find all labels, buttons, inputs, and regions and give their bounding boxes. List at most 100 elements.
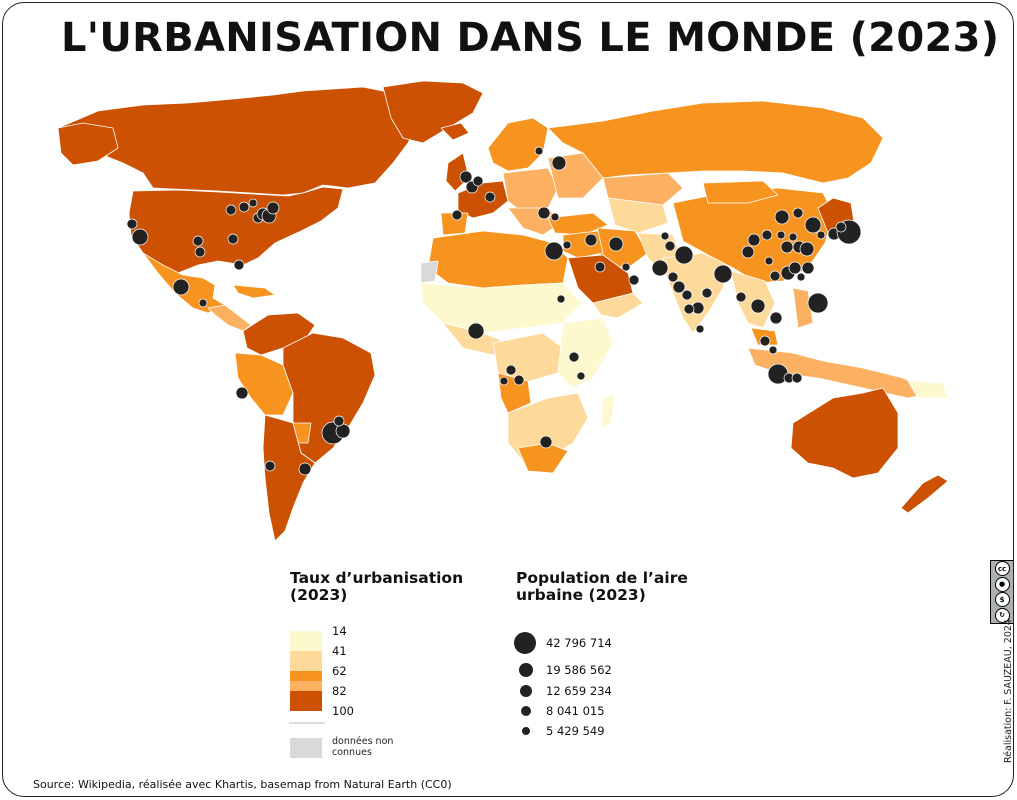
legend-nodata-swatch bbox=[290, 738, 322, 758]
city-marker bbox=[248, 198, 258, 208]
city-marker bbox=[505, 364, 517, 376]
legend-population-heading: Population de l’aire urbaine (2023) bbox=[516, 570, 688, 604]
legend-rate-heading: Taux d’urbanisation (2023) bbox=[290, 570, 463, 604]
legend-nodata-line2: connues bbox=[332, 747, 372, 758]
legend-break-2: 41 bbox=[332, 644, 347, 658]
region-india bbox=[662, 252, 729, 334]
city-marker bbox=[576, 371, 586, 381]
population-symbol-3 bbox=[520, 685, 532, 697]
city-marker bbox=[835, 221, 847, 233]
region-new-zealand bbox=[900, 474, 949, 514]
population-symbol-4 bbox=[521, 706, 531, 716]
map-title: L'URBANISATION DANS LE MONDE (2023) bbox=[61, 15, 1000, 61]
region-greenland bbox=[382, 80, 484, 144]
legend-population-heading-line2: urbaine (2023) bbox=[516, 586, 646, 604]
city-marker bbox=[672, 280, 686, 294]
city-marker bbox=[451, 209, 463, 221]
legend-swatch-orange bbox=[290, 671, 322, 681]
city-marker bbox=[172, 278, 190, 296]
city-marker bbox=[796, 272, 806, 282]
legend-population-value-5: 5 429 549 bbox=[546, 724, 605, 738]
city-marker bbox=[776, 230, 786, 240]
sharealike-icon: ↻ bbox=[994, 607, 1010, 623]
city-marker bbox=[701, 287, 713, 299]
city-marker bbox=[660, 231, 670, 241]
city-marker bbox=[799, 241, 815, 257]
city-marker bbox=[788, 232, 798, 242]
city-marker bbox=[801, 261, 815, 275]
legend-break-4: 82 bbox=[332, 684, 347, 698]
world-map bbox=[57, 80, 949, 735]
city-marker bbox=[621, 262, 631, 272]
city-marker bbox=[333, 415, 345, 427]
city-marker bbox=[651, 259, 669, 277]
city-marker bbox=[674, 245, 694, 265]
city-marker bbox=[695, 324, 705, 334]
city-marker bbox=[791, 372, 803, 384]
city-marker bbox=[459, 170, 473, 184]
region-philippines bbox=[792, 287, 814, 329]
city-marker bbox=[759, 335, 771, 347]
city-marker bbox=[628, 274, 640, 286]
legend-break-5: 100 bbox=[332, 704, 354, 718]
city-marker bbox=[264, 460, 276, 472]
cc-license-icon: cc bbox=[994, 561, 1010, 577]
city-marker bbox=[556, 294, 566, 304]
city-marker bbox=[584, 233, 598, 247]
city-marker bbox=[562, 240, 572, 250]
city-marker bbox=[683, 303, 695, 315]
region-usa bbox=[128, 186, 344, 274]
population-symbol-2 bbox=[519, 663, 533, 677]
legend-nodata-line1: données non bbox=[332, 736, 394, 747]
region-russia bbox=[547, 100, 884, 184]
legend-rate-heading-line2: (2023) bbox=[290, 586, 348, 604]
legend-rate-heading-line1: Taux d’urbanisation bbox=[290, 569, 464, 587]
city-marker bbox=[735, 291, 747, 303]
city-marker bbox=[266, 201, 280, 215]
city-marker bbox=[774, 209, 790, 225]
region-madagascar bbox=[600, 394, 616, 429]
license-badge: cc ● $ ↻ bbox=[990, 560, 1013, 624]
population-symbol-5 bbox=[522, 727, 530, 735]
city-marker bbox=[544, 241, 564, 261]
region-central-america bbox=[207, 304, 252, 332]
city-marker bbox=[472, 175, 484, 187]
city-marker bbox=[667, 271, 679, 283]
legend-swatch-2 bbox=[290, 651, 322, 671]
legend-population-value-4: 8 041 015 bbox=[546, 704, 605, 718]
city-marker bbox=[741, 245, 755, 259]
city-marker bbox=[750, 298, 766, 314]
region-mongolia bbox=[702, 180, 779, 204]
region-iceland bbox=[440, 122, 470, 141]
city-marker bbox=[484, 191, 496, 203]
city-marker bbox=[804, 216, 822, 234]
population-symbols bbox=[514, 632, 536, 735]
region-southern-africa bbox=[507, 392, 589, 462]
city-marker bbox=[747, 233, 761, 247]
region-western-europe bbox=[457, 180, 509, 219]
city-marker bbox=[769, 270, 781, 282]
region-western-sahara bbox=[420, 260, 439, 284]
legend-break-1: 14 bbox=[332, 624, 347, 638]
city-marker bbox=[780, 240, 794, 254]
legend-swatch-4 bbox=[290, 691, 322, 711]
region-central-asia bbox=[607, 197, 669, 234]
city-marker bbox=[539, 435, 553, 449]
city-marker bbox=[550, 212, 560, 222]
city-marker bbox=[807, 292, 829, 314]
city-marker bbox=[594, 261, 606, 273]
city-marker bbox=[126, 218, 138, 230]
legend-swatch-1 bbox=[290, 631, 322, 651]
legend-break-3: 62 bbox=[332, 664, 347, 678]
city-marker bbox=[537, 206, 551, 220]
city-marker bbox=[235, 386, 249, 400]
city-marker bbox=[769, 311, 783, 325]
region-central-europe bbox=[502, 167, 559, 214]
region-canada bbox=[57, 86, 419, 196]
legend-population-value-3: 12 659 234 bbox=[546, 684, 612, 698]
city-marker bbox=[764, 256, 774, 266]
region-north-africa bbox=[427, 230, 569, 289]
region-yemen-oman bbox=[592, 292, 644, 319]
source-note: Source: Wikipedia, réalisée avec Khartis… bbox=[33, 778, 452, 791]
city-marker bbox=[664, 240, 676, 252]
